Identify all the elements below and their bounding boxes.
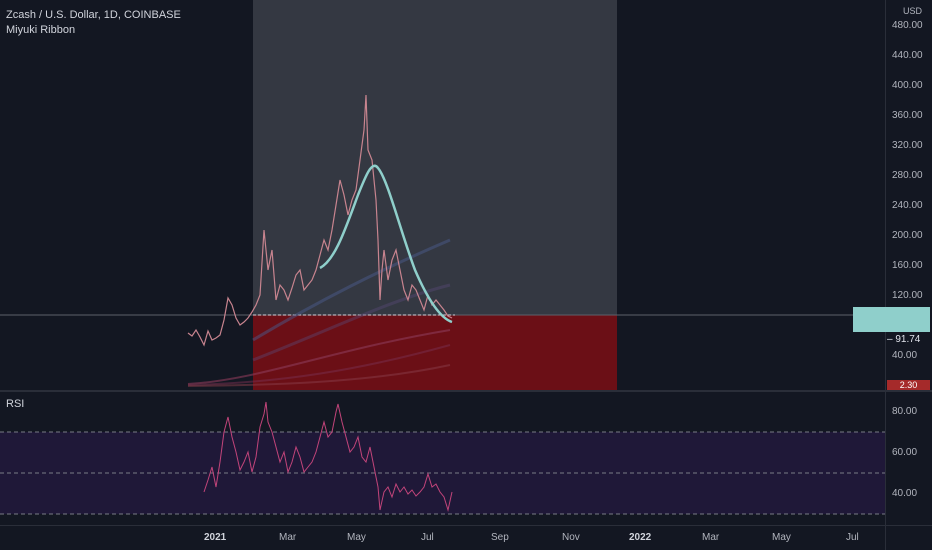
time-tick: Nov bbox=[562, 532, 580, 543]
price-tick: 200.00 bbox=[892, 230, 923, 241]
time-tick: 2022 bbox=[629, 532, 652, 543]
moving-average-line bbox=[319, 164, 453, 324]
price-level-label: – 91.74 bbox=[887, 334, 921, 345]
currency-label[interactable]: USD bbox=[903, 6, 923, 16]
time-axis-separator bbox=[0, 525, 932, 526]
rsi-tick: 80.00 bbox=[892, 406, 918, 417]
price-tick: 120.00 bbox=[892, 290, 923, 301]
price-tick: 160.00 bbox=[892, 260, 923, 271]
rsi-tick: 40.00 bbox=[892, 488, 918, 499]
time-tick: Sep bbox=[491, 532, 509, 543]
price-tick: 480.00 bbox=[892, 20, 923, 31]
indicator-label[interactable]: Miyuki Ribbon bbox=[6, 24, 76, 36]
rsi-label[interactable]: RSI bbox=[6, 398, 25, 410]
ribbon-line bbox=[252, 238, 451, 342]
time-tick: May bbox=[772, 532, 791, 543]
rsi-series bbox=[203, 401, 453, 512]
ribbon-line bbox=[187, 364, 451, 387]
price-chart[interactable] bbox=[0, 0, 885, 390]
ribbon-line bbox=[187, 329, 451, 385]
rsi-tick: 60.00 bbox=[892, 447, 918, 458]
profit-zone bbox=[253, 0, 617, 315]
price-tick: 280.00 bbox=[892, 170, 923, 181]
time-tick: Mar bbox=[702, 532, 720, 543]
price-tick: 240.00 bbox=[892, 200, 923, 211]
price-tick: 400.00 bbox=[892, 80, 923, 91]
ribbon-line bbox=[252, 283, 451, 362]
price-tick: 320.00 bbox=[892, 140, 923, 151]
last-price-tag bbox=[853, 307, 930, 332]
price-axis-separator bbox=[885, 0, 886, 550]
symbol-title[interactable]: Zcash / U.S. Dollar, 1D, COINBASE bbox=[6, 9, 181, 21]
time-tick: 2021 bbox=[204, 532, 227, 543]
time-tick: Jul bbox=[846, 532, 859, 543]
ribbon-line bbox=[187, 344, 451, 386]
rsi-chart[interactable] bbox=[0, 392, 885, 525]
time-tick: May bbox=[347, 532, 366, 543]
price-tick: 40.00 bbox=[892, 350, 918, 361]
price-series bbox=[187, 94, 453, 347]
pane-divider[interactable] bbox=[0, 390, 932, 392]
time-tick: Mar bbox=[279, 532, 297, 543]
price-tick: 440.00 bbox=[892, 50, 923, 61]
time-tick: Jul bbox=[421, 532, 434, 543]
price-tick: 360.00 bbox=[892, 110, 923, 121]
price-level-value: 91.74 bbox=[895, 334, 921, 345]
loss-price-tag: 2.30 bbox=[887, 380, 930, 390]
loss-zone bbox=[253, 315, 617, 390]
